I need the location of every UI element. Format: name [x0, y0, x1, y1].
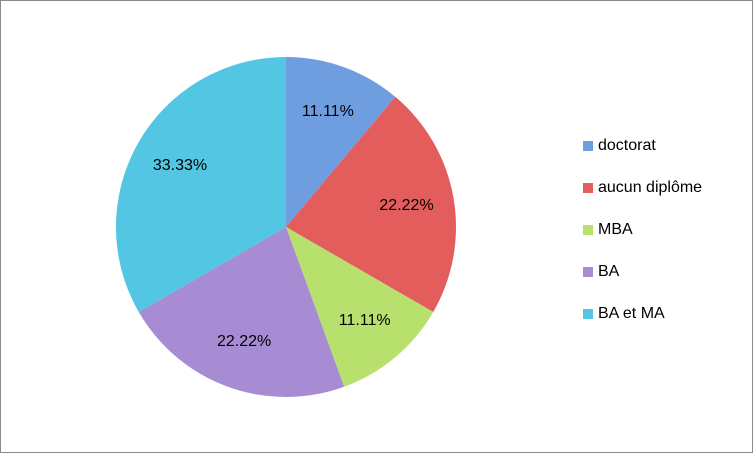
legend-swatch [583, 141, 593, 151]
legend-label: BA et MA [598, 305, 665, 322]
legend-label: aucun diplôme [598, 179, 702, 196]
pie-slice [286, 96, 456, 312]
data-label: 33.33% [153, 157, 207, 174]
legend-label: doctorat [598, 137, 656, 154]
data-label: 11.11% [339, 312, 391, 329]
legend-swatch [583, 267, 593, 277]
legend-swatch [583, 183, 593, 193]
data-label: 11.11% [302, 103, 354, 120]
pie-slice [138, 227, 345, 398]
legend-swatch [583, 225, 593, 235]
pie-slice [286, 57, 396, 227]
pie-slice [116, 57, 286, 312]
legend-label: BA [598, 263, 620, 280]
data-label: 22.22% [217, 333, 271, 350]
legend-swatch [583, 309, 593, 319]
legend-label: MBA [598, 221, 633, 238]
data-label: 22.22% [379, 197, 433, 214]
pie-slice [286, 227, 434, 387]
